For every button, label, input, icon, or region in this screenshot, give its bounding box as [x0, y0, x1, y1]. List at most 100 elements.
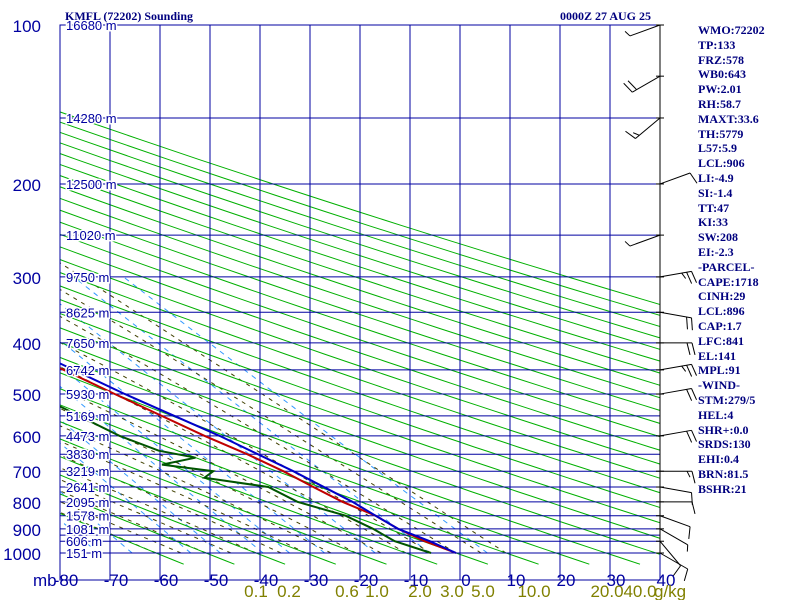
- height-label: 16680 m: [66, 18, 117, 33]
- barb-feather: [623, 82, 633, 93]
- dry-adiabat: [60, 221, 660, 424]
- wind-barb: [656, 552, 689, 582]
- barb-feather: [625, 130, 636, 139]
- barb-staff: [659, 552, 688, 570]
- barb-feather: [627, 80, 637, 91]
- dry-adiabat: [60, 285, 660, 494]
- pressure-tick-label: 700: [13, 463, 41, 482]
- height-label: 12500 m: [66, 177, 117, 192]
- barb-feather: [632, 132, 640, 136]
- height-label: 5930 m: [66, 387, 109, 402]
- temperature-tick-label: 30: [607, 571, 626, 590]
- mixing-ratio-label: 0.6: [335, 582, 359, 600]
- wind-barb: [656, 172, 698, 185]
- moist-adiabat: [60, 490, 207, 554]
- height-label: 1578 m: [66, 509, 109, 524]
- barb-feather: [686, 316, 688, 330]
- dry-adiabat: [60, 388, 539, 565]
- index-line: RH:58.7: [698, 96, 741, 111]
- index-line: MAXT:33.6: [698, 111, 759, 126]
- dry-adiabat: [60, 259, 660, 465]
- index-line: LCL:896: [698, 304, 745, 319]
- mixing-ratio-label: 40.0: [623, 582, 656, 600]
- mixing-ratio-label: 20.0: [590, 582, 623, 600]
- index-line: CAPE:1718: [698, 274, 759, 289]
- mixing-ratio-label: 3.0: [440, 582, 464, 600]
- mixing-ratio-label: 10.0: [517, 582, 550, 600]
- index-line: LFC:841: [698, 333, 744, 348]
- index-line: LI:-4.9: [698, 170, 734, 185]
- barb-staff: [659, 429, 692, 437]
- dry-adiabat: [60, 456, 336, 565]
- wind-barb: [656, 501, 696, 514]
- barb-feather: [688, 526, 691, 540]
- barb-feather: [624, 241, 631, 247]
- moist-adiabat: [60, 341, 432, 554]
- index-line: SRDS:130: [698, 437, 751, 452]
- dry-adiabat: [60, 121, 660, 316]
- mixing-ratio-label: 5.0: [471, 582, 495, 600]
- wind-barb: [656, 540, 681, 577]
- dry-adiabat: [60, 421, 438, 565]
- barb-staff: [659, 270, 692, 278]
- wind-barb: [625, 117, 664, 139]
- barb-feather: [691, 430, 698, 442]
- index-line: SW:208: [698, 230, 739, 245]
- height-label: 2095 m: [66, 495, 109, 510]
- dry-adiabat: [60, 312, 660, 524]
- dry-adiabat: [60, 356, 641, 565]
- index-line: MPL:91: [698, 363, 741, 378]
- wind-barb: [624, 24, 664, 37]
- barb-feather: [691, 471, 696, 484]
- index-line: EI:-2.3: [698, 244, 734, 259]
- barb-feather: [691, 317, 693, 331]
- height-label: 606 m: [66, 534, 102, 549]
- index-line: PW:2.01: [698, 82, 742, 97]
- dewpoint-trace: [60, 405, 432, 554]
- barb-feather: [681, 365, 687, 372]
- barb-feather: [683, 568, 689, 582]
- barb-feather: [689, 172, 698, 184]
- barb-staff: [659, 515, 691, 528]
- pressure-tick-label: 200: [13, 176, 41, 195]
- dry-adiabat: [60, 197, 660, 399]
- index-line: HEL:4: [698, 407, 734, 422]
- height-label: 8625 m: [66, 305, 109, 320]
- pressure-tick-label: 100: [13, 17, 41, 36]
- barb-feather: [691, 388, 698, 400]
- wind-barb: [656, 429, 698, 443]
- index-line: BSHR:21: [698, 481, 747, 496]
- moist-adiabat: [60, 366, 407, 554]
- mixing-ratio-line: [60, 519, 99, 554]
- barb-staff: [659, 388, 692, 395]
- mixing-ratio-label: 1.0: [365, 582, 389, 600]
- pressure-tick-label: 500: [13, 386, 41, 405]
- parcel-trace: [60, 362, 457, 554]
- index-line: STM:279/5: [698, 392, 756, 407]
- mixing-ratio-label: 0.2: [277, 582, 301, 600]
- index-line: CAP:1.7: [698, 318, 742, 333]
- dry-adiabat: [60, 341, 660, 555]
- height-label: 3830 m: [66, 447, 109, 462]
- index-line: EL:141: [698, 348, 737, 363]
- barb-feather: [672, 565, 681, 577]
- index-line: KI:33: [698, 215, 728, 230]
- wind-barb: [656, 470, 696, 484]
- barb-feather: [691, 364, 698, 376]
- temperature-tick-label: -20: [354, 571, 379, 590]
- height-label: 7650 m: [66, 336, 109, 351]
- barb-staff: [659, 172, 691, 185]
- height-label: 1081 m: [66, 522, 109, 537]
- station-title: KMFL (72202) Sounding: [65, 9, 194, 23]
- wind-barb: [624, 234, 664, 247]
- dry-adiabat: [60, 153, 660, 350]
- moist-adiabat: [60, 262, 507, 554]
- index-line: EHI:0.4: [698, 452, 740, 467]
- dry-adiabat: [60, 327, 660, 539]
- temperature-tick-label: -10: [404, 571, 429, 590]
- pressure-tick-label: 600: [13, 428, 41, 447]
- barb-staff: [629, 234, 661, 247]
- height-label: 3219 m: [66, 464, 109, 479]
- indices-panel: WMO:72202 TP:133 FRZ:578 WB0:643 PW:2.01 RH:5…: [698, 23, 800, 497]
- temperature-tick-label: -60: [154, 571, 179, 590]
